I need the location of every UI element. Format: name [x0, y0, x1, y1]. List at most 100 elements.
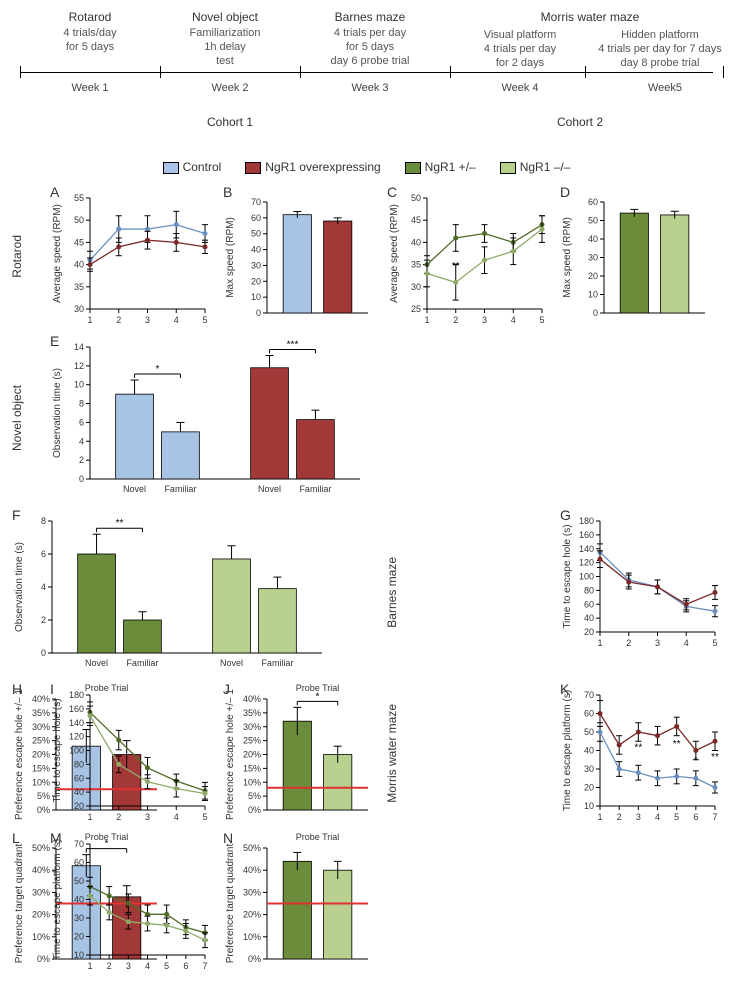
svg-text:30: 30: [588, 253, 598, 263]
svg-text:70: 70: [584, 690, 594, 700]
svg-text:7: 7: [202, 961, 207, 971]
svg-text:Average speed (RPM): Average speed (RPM): [389, 204, 400, 303]
svg-text:0%: 0%: [248, 805, 261, 815]
svg-text:5: 5: [202, 315, 207, 325]
svg-text:Max speed (RPM): Max speed (RPM): [562, 217, 573, 298]
svg-text:50: 50: [74, 876, 84, 886]
svg-text:2: 2: [79, 455, 84, 465]
svg-text:25%: 25%: [243, 736, 261, 746]
svg-text:***: ***: [287, 339, 299, 350]
svg-text:120: 120: [579, 558, 594, 568]
svg-text:50: 50: [588, 216, 598, 226]
svg-text:60: 60: [251, 213, 261, 223]
svg-text:1: 1: [87, 812, 92, 822]
svg-text:5: 5: [539, 315, 544, 325]
svg-text:Preference escape hole +/– 1: Preference escape hole +/– 1: [225, 689, 236, 820]
svg-text:0: 0: [79, 474, 84, 484]
svg-text:1: 1: [87, 315, 92, 325]
svg-text:4: 4: [174, 315, 179, 325]
svg-text:1: 1: [87, 961, 92, 971]
svg-text:30: 30: [411, 282, 421, 292]
svg-text:100: 100: [69, 746, 84, 756]
svg-text:15%: 15%: [243, 763, 261, 773]
svg-text:**: **: [116, 518, 124, 529]
svg-text:60: 60: [584, 599, 594, 609]
svg-text:Familiar: Familiar: [164, 484, 196, 494]
panel-E: E02468101214NovelFamiliar*NovelFamiliar*…: [48, 333, 377, 503]
svg-text:Time to escape hole (s): Time to escape hole (s): [562, 524, 573, 628]
svg-text:Novel: Novel: [220, 658, 243, 668]
svg-text:Novel: Novel: [123, 484, 146, 494]
svg-text:Preference target quadrant: Preference target quadrant: [14, 844, 25, 964]
svg-text:40: 40: [411, 237, 421, 247]
panel-J: J0%5%10%15%20%25%30%35%40%*Probe TrialPr…: [221, 681, 377, 826]
svg-text:20: 20: [74, 801, 84, 811]
svg-text:40%: 40%: [243, 694, 261, 704]
svg-text:50%: 50%: [243, 843, 261, 853]
panel-G: G2040608010012014016018012345Time to esc…: [558, 507, 723, 652]
svg-text:Familiar: Familiar: [261, 658, 293, 668]
svg-text:0: 0: [256, 308, 261, 318]
svg-text:1: 1: [597, 638, 602, 648]
svg-text:Novel: Novel: [258, 484, 281, 494]
svg-text:6: 6: [41, 549, 46, 559]
svg-text:*: *: [694, 755, 698, 766]
svg-text:30%: 30%: [243, 722, 261, 732]
svg-text:6: 6: [79, 417, 84, 427]
svg-text:Probe Trial: Probe Trial: [296, 832, 340, 842]
svg-text:Novel: Novel: [85, 658, 108, 668]
panel-L: L0%10%20%30%40%50%*Probe TrialPreference…: [10, 830, 40, 975]
svg-text:3: 3: [126, 961, 131, 971]
legend: ControlNgR1 overexpressingNgR1 +/–NgR1 –…: [10, 160, 723, 174]
svg-text:10: 10: [74, 380, 84, 390]
svg-text:3: 3: [636, 812, 641, 822]
svg-text:**: **: [452, 261, 460, 272]
svg-text:80: 80: [74, 759, 84, 769]
svg-text:45: 45: [411, 215, 421, 225]
row-label: Barnes maze: [385, 557, 550, 628]
svg-text:2: 2: [116, 315, 121, 325]
svg-text:30: 30: [74, 304, 84, 314]
figure-grid: RotarodA30354045505512345Average speed (…: [10, 184, 723, 975]
svg-text:160: 160: [579, 530, 594, 540]
svg-text:Time to escape platform (s): Time to escape platform (s): [52, 839, 63, 960]
svg-text:120: 120: [69, 732, 84, 742]
svg-text:180: 180: [579, 516, 594, 526]
svg-text:180: 180: [69, 690, 84, 700]
svg-text:6: 6: [693, 812, 698, 822]
svg-text:2: 2: [617, 812, 622, 822]
svg-text:Max speed (RPM): Max speed (RPM): [225, 217, 236, 298]
svg-text:20: 20: [584, 783, 594, 793]
svg-text:100: 100: [579, 572, 594, 582]
panel-C: C25303540455012345**Average speed (RPM): [385, 184, 550, 329]
svg-text:30: 30: [584, 764, 594, 774]
svg-text:4: 4: [79, 436, 84, 446]
panel-D: D0102030405060Max speed (RPM): [558, 184, 723, 329]
svg-text:Observation time (s): Observation time (s): [14, 542, 25, 632]
svg-text:3: 3: [655, 638, 660, 648]
svg-text:60: 60: [74, 773, 84, 783]
svg-text:1: 1: [597, 812, 602, 822]
svg-text:30: 30: [74, 913, 84, 923]
svg-text:60: 60: [74, 858, 84, 868]
svg-text:5: 5: [674, 812, 679, 822]
svg-text:*: *: [156, 364, 160, 375]
svg-text:Probe Trial: Probe Trial: [296, 683, 340, 693]
svg-text:40: 40: [588, 234, 598, 244]
svg-text:3: 3: [145, 315, 150, 325]
svg-text:40: 40: [74, 260, 84, 270]
svg-text:Preference escape hole +/– 1: Preference escape hole +/– 1: [14, 689, 25, 820]
svg-text:8: 8: [79, 399, 84, 409]
svg-text:6: 6: [183, 961, 188, 971]
svg-text:2: 2: [107, 961, 112, 971]
svg-text:35: 35: [74, 282, 84, 292]
svg-text:0%: 0%: [248, 954, 261, 964]
svg-text:80: 80: [584, 585, 594, 595]
svg-text:12: 12: [74, 361, 84, 371]
svg-text:70: 70: [74, 839, 84, 849]
svg-text:Familiar: Familiar: [299, 484, 331, 494]
svg-text:3: 3: [145, 812, 150, 822]
panel-I: I2040608010012014016018012345Time to esc…: [48, 681, 213, 826]
svg-text:10: 10: [251, 292, 261, 302]
svg-text:30%: 30%: [243, 887, 261, 897]
